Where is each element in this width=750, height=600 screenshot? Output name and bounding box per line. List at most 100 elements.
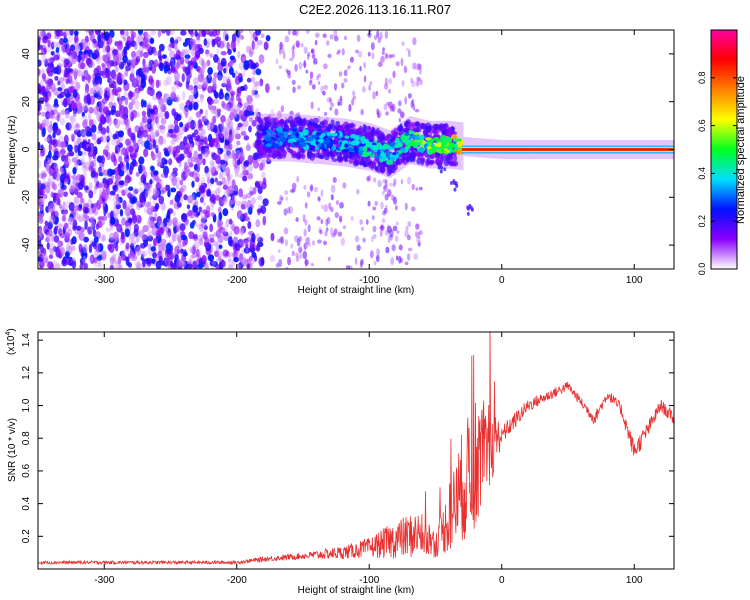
spectrogram-cell: [126, 59, 132, 67]
spectrogram-cell: [196, 84, 203, 90]
spectrogram-cell: [331, 132, 338, 137]
spectrogram-cell: [147, 108, 151, 118]
spectrogram-cell: [202, 201, 207, 207]
spectrogram-cell: [222, 197, 227, 206]
spectrogram-cell: [390, 129, 396, 135]
spectrogram-cell: [83, 262, 88, 269]
spectrogram-cell: [406, 176, 412, 185]
spectrogram-cell: [299, 253, 303, 260]
spectrogram-cell: [331, 158, 338, 162]
spectrogram-cell: [344, 135, 350, 139]
spectrogram-cell: [114, 167, 120, 175]
spectrogram-carrier-core: [462, 148, 674, 151]
spectrogram-cell: [94, 140, 98, 146]
spectrogram-cell: [185, 101, 192, 106]
spectrogram-cell: [285, 68, 289, 73]
spectrogram-cell: [38, 35, 41, 42]
spectrogram-cell: [63, 72, 70, 78]
snr-x-tick-label: 100: [626, 575, 643, 586]
spectrogram-cell: [243, 212, 248, 218]
spectrogram-cell: [311, 134, 318, 139]
spectrogram-cell: [236, 37, 240, 47]
spectrogram-cell: [59, 167, 65, 174]
spectrogram-cell: [191, 180, 195, 188]
spectrogram-cell: [350, 216, 354, 222]
spectrogram-cell: [140, 174, 146, 184]
spectrogram-cell: [276, 86, 281, 91]
spectrogram-cell: [179, 140, 186, 151]
spectrogram-cell: [350, 128, 355, 136]
spectrogram-cell: [291, 79, 296, 86]
spectrogram-cell: [142, 58, 146, 67]
spectrogram-cell: [53, 210, 59, 218]
spectrogram-cell: [341, 48, 345, 56]
spectrogram-cell: [102, 183, 108, 193]
spectrogram-cell: [362, 160, 367, 168]
spectrogram-cell: [50, 163, 57, 170]
spectrogram-cell: [64, 30, 70, 36]
spectrogram-cell: [128, 102, 134, 111]
spectrogram-cell: [229, 55, 236, 61]
spectrogram-cell: [38, 216, 44, 222]
spectrogram-cell: [96, 138, 102, 145]
spectrogram-cell: [58, 135, 65, 141]
spectrogram-cell: [52, 154, 59, 161]
spectrogram-cell: [407, 142, 413, 147]
spectrogram-cell: [165, 75, 172, 86]
spectrogram-cell: [105, 227, 112, 232]
spectrogram-cell: [53, 162, 58, 170]
spectrogram-cell: [226, 150, 232, 159]
spectrogram-cell: [315, 132, 322, 136]
spectrogram-cell: [93, 49, 100, 59]
spectrogram-cell: [304, 219, 308, 226]
spectrogram-cell: [305, 236, 310, 245]
spectrogram-cell: [251, 63, 257, 70]
spectrogram-cell: [123, 79, 128, 86]
spectrogram-cell: [84, 185, 89, 191]
spectrogram-cell: [180, 234, 187, 241]
spectrogram-cell: [225, 218, 230, 228]
spectrogram-cell: [125, 65, 131, 72]
spectrogram-cell: [345, 265, 350, 269]
spectrogram-cell: [51, 146, 55, 153]
spectrogram-cell: [338, 71, 343, 77]
spectrogram-cell: [146, 89, 153, 96]
spectrogram-cell: [52, 260, 57, 266]
spectrogram-cell: [96, 255, 102, 262]
spectrogram-cell: [376, 108, 380, 116]
spectrogram-cell: [248, 110, 255, 116]
spectrogram-cell: [302, 214, 306, 223]
spectrogram-cell: [454, 181, 458, 186]
spectrogram-cell: [436, 142, 442, 148]
spectrogram-cell: [278, 258, 283, 268]
spectrogram-cell: [332, 232, 337, 237]
spectrogram-cell: [415, 230, 418, 238]
spectrogram-cell: [200, 145, 206, 155]
spectrogram-cell: [245, 247, 249, 254]
spectrogram-cell: [332, 145, 337, 151]
spectrogram-cell: [236, 103, 241, 112]
spectrogram-cell: [97, 262, 103, 268]
spectrogram-cell: [62, 37, 68, 44]
spectrogram-cell: [83, 105, 88, 114]
spectrogram-cell: [314, 40, 318, 46]
spectrogram-cell: [247, 220, 252, 230]
spectrogram-cell: [266, 158, 272, 165]
spectrogram-cell: [400, 178, 404, 185]
spectrogram-cell: [372, 206, 377, 211]
spectrogram-cell: [158, 43, 165, 52]
spectrogram-cell: [194, 172, 200, 179]
spectrogram-cell: [233, 256, 239, 263]
spectrogram-cell: [224, 180, 230, 186]
spectrogram-cell: [191, 193, 195, 202]
spectrogram-cell: [265, 34, 271, 42]
spectrogram-cell: [191, 253, 198, 259]
spectrogram-cell: [373, 35, 378, 40]
spectrogram-cell: [366, 133, 372, 141]
spectrogram-cell: [407, 121, 414, 128]
spectrogram-cell: [65, 78, 69, 85]
spectrogram-cell: [185, 121, 192, 129]
spectrogram-cell: [95, 223, 100, 230]
spectrogram-cell: [133, 224, 139, 233]
spectrogram-cell: [215, 135, 220, 144]
